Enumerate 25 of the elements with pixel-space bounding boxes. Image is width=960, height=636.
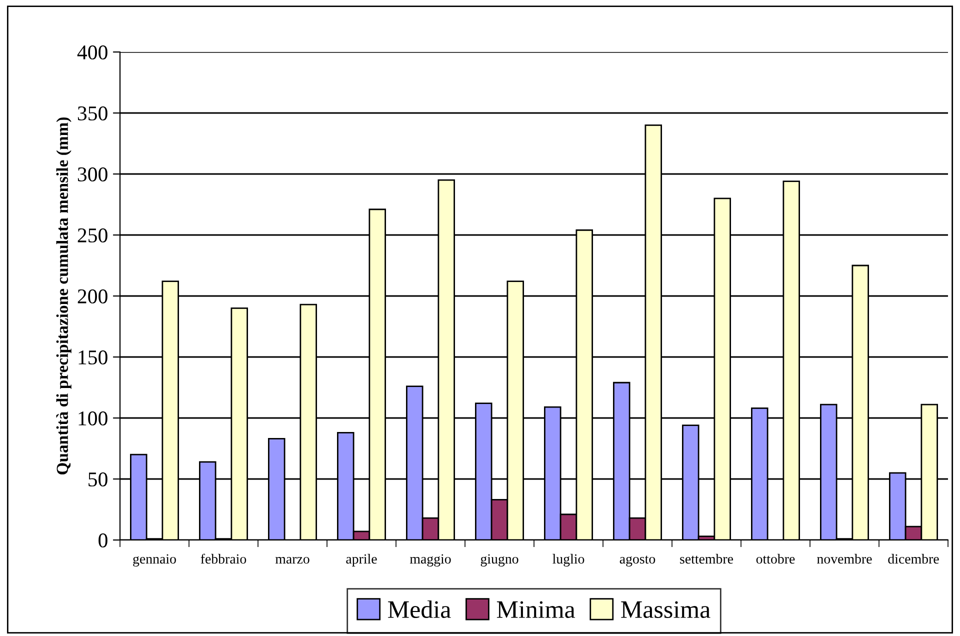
x-tick-label: dicembre (888, 554, 939, 564)
y-tick-label: 200 (78, 289, 108, 304)
y-tick-label: 300 (78, 167, 108, 182)
y-tick-label: 100 (78, 411, 108, 426)
x-tick-label: giugno (480, 554, 518, 566)
x-tick-label: gennaio (133, 554, 176, 566)
legend-label: Minima (496, 601, 576, 618)
y-tick-label: 0 (98, 533, 108, 548)
x-tick-label: maggio (410, 554, 451, 566)
legend-label: Media (388, 600, 451, 618)
x-tick-label: novembre (817, 554, 872, 564)
x-tick-label: marzo (275, 556, 310, 564)
y-tick-label: 400 (77, 45, 108, 60)
x-tick-label: agosto (620, 556, 656, 566)
y-axis-title: Quantità di precipitazione cumulata mensile (mm) (56, 117, 72, 474)
x-tick-label: settembre (680, 554, 734, 564)
x-tick-label: ottobre (756, 554, 795, 564)
y-tick-label: 350 (78, 106, 108, 120)
x-tick-label: febbraio (200, 554, 246, 564)
x-tick-label: aprile (346, 554, 377, 566)
y-tick-label: 150 (78, 350, 108, 364)
x-tick-label: luglio (552, 554, 584, 567)
y-tick-label: 250 (78, 228, 108, 242)
y-tick-label: 50 (88, 472, 108, 486)
legend-label: Massima (621, 601, 710, 618)
